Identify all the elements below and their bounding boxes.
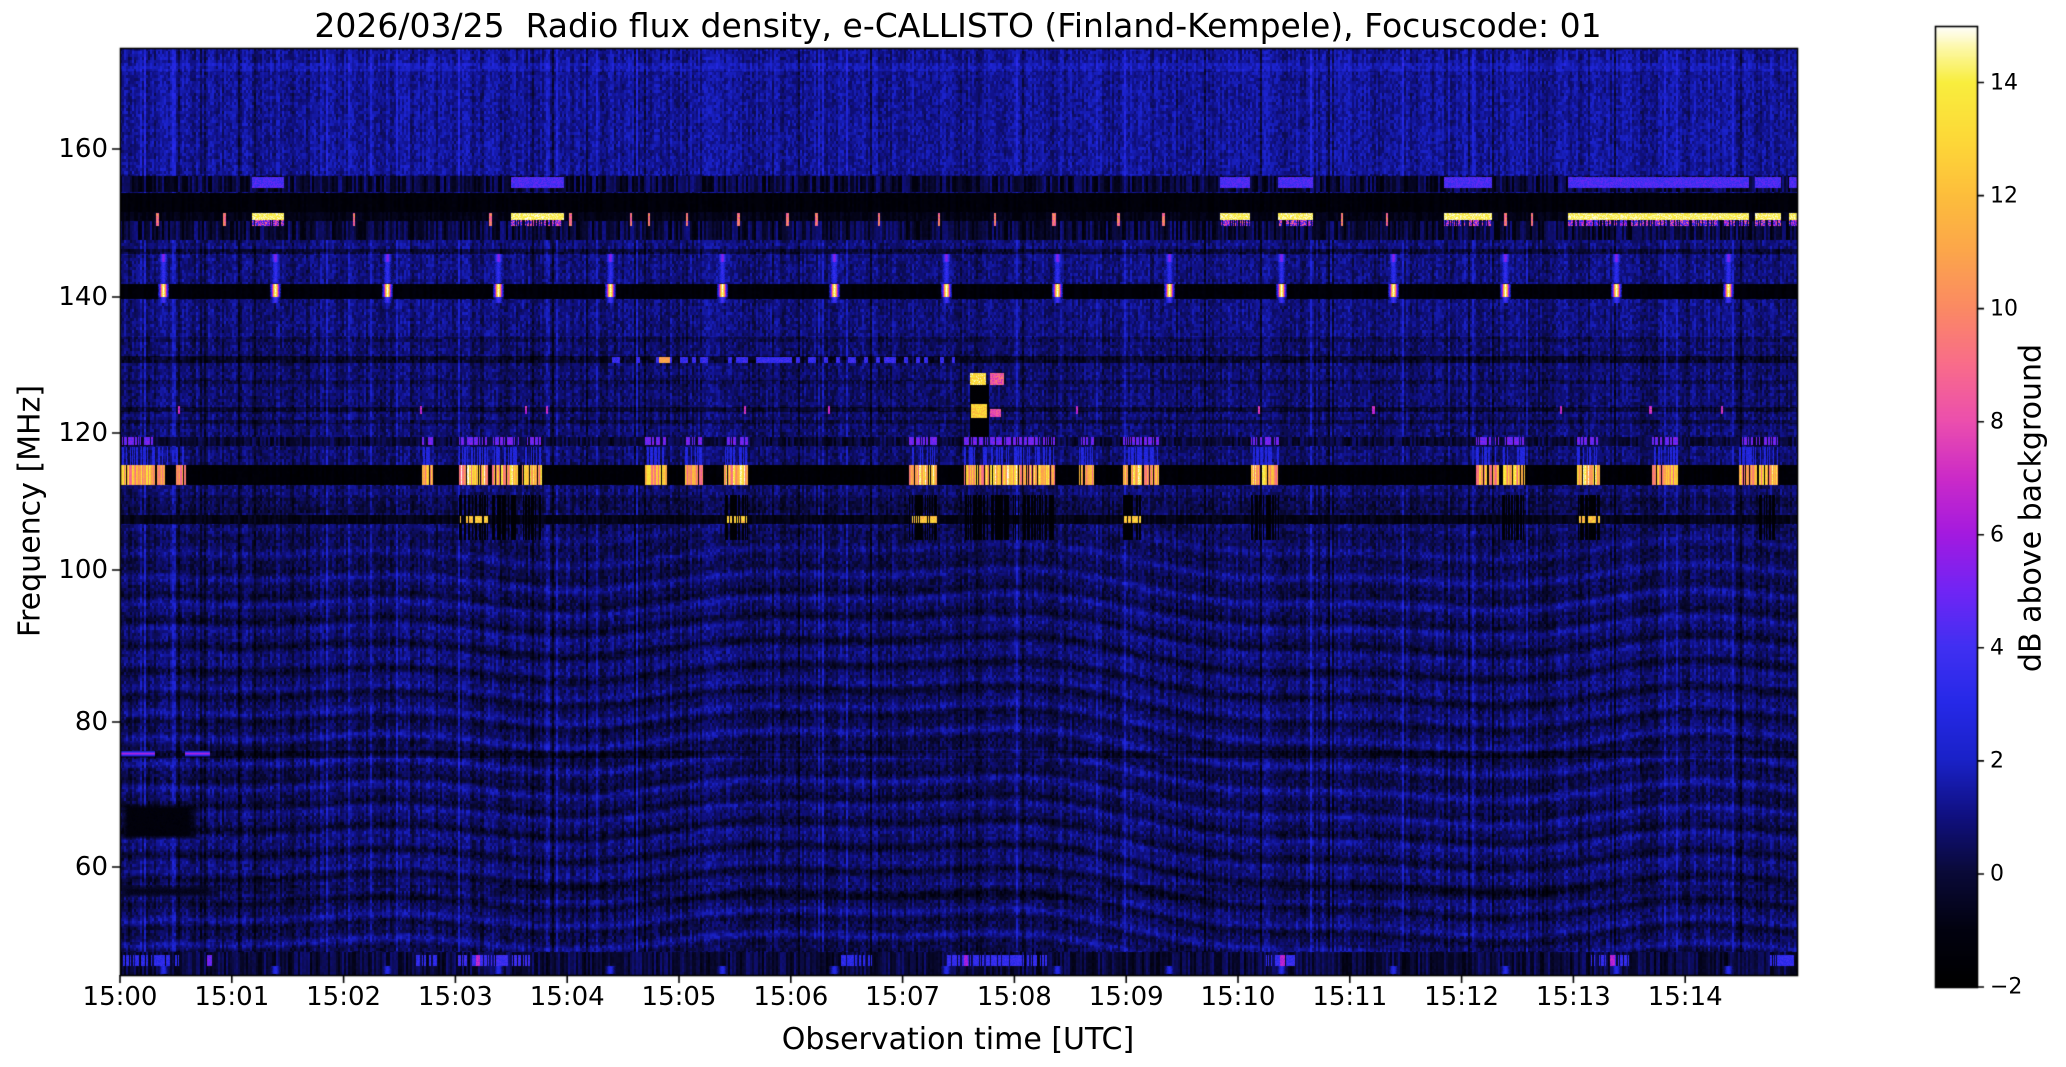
chart-title: 2026/03/25 Radio flux density, e-CALLIST… <box>314 6 1602 45</box>
x-tick-label: 15:00 <box>82 982 158 1012</box>
x-tick-label: 15:01 <box>194 982 270 1012</box>
x-tick-label: 15:11 <box>1312 982 1388 1012</box>
colorbar-tick-label: 2 <box>1990 748 2004 774</box>
colorbar-tick-label: 12 <box>1990 183 2018 209</box>
colorbar-tick-label: 4 <box>1990 635 2004 661</box>
x-tick-label: 15:05 <box>641 982 717 1012</box>
x-tick-label: 15:02 <box>306 982 382 1012</box>
y-tick-label: 100 <box>58 555 108 585</box>
x-tick-label: 15:09 <box>1088 982 1164 1012</box>
y-tick-label: 120 <box>58 418 108 448</box>
colorbar-tick-label: 0 <box>1990 861 2004 887</box>
x-tick-label: 15:06 <box>753 982 829 1012</box>
colorbar-tick-label: 8 <box>1990 409 2004 435</box>
x-tick-label: 15:07 <box>865 982 941 1012</box>
x-tick-label: 15:12 <box>1424 982 1500 1012</box>
colorbar-tick-label: 14 <box>1990 70 2018 96</box>
y-tick-label: 140 <box>58 282 108 312</box>
colorbar-tick-label: 6 <box>1990 522 2004 548</box>
x-tick-label: 15:13 <box>1535 982 1611 1012</box>
colorbar-tick-label: 10 <box>1990 296 2018 322</box>
x-tick-label: 15:14 <box>1647 982 1723 1012</box>
x-tick-label: 15:03 <box>417 982 493 1012</box>
y-tick-label: 80 <box>74 707 108 737</box>
colorbar-tick-label: −2 <box>1990 974 2023 1000</box>
x-axis-label: Observation time [UTC] <box>781 1022 1135 1057</box>
x-tick-label: 15:10 <box>1200 982 1276 1012</box>
colorbar-label: dB above background <box>2013 343 2049 673</box>
x-tick-label: 15:08 <box>976 982 1052 1012</box>
y-tick-label: 160 <box>58 133 108 164</box>
x-tick-label: 15:04 <box>529 982 605 1012</box>
y-tick-label: 60 <box>74 851 108 882</box>
